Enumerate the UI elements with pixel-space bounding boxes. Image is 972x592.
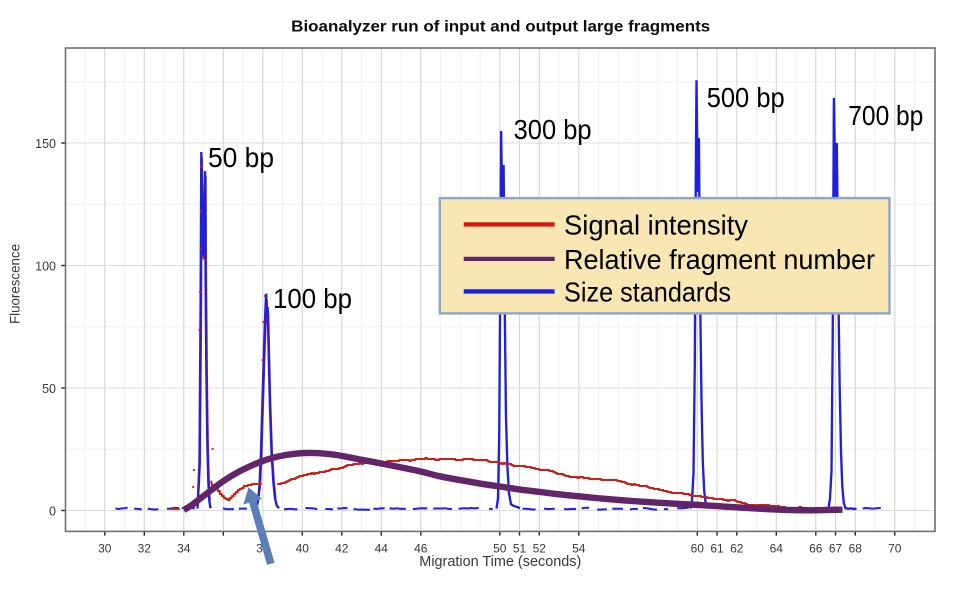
svg-text:Fluorescence: Fluorescence [7, 244, 23, 324]
svg-text:61: 61 [710, 541, 724, 555]
svg-text:67: 67 [829, 541, 843, 555]
svg-text:32: 32 [138, 541, 152, 555]
svg-text:52: 52 [533, 541, 547, 555]
svg-text:0: 0 [49, 505, 56, 519]
svg-text:51: 51 [513, 541, 527, 555]
svg-text:42: 42 [335, 541, 349, 555]
svg-text:62: 62 [730, 541, 744, 555]
svg-text:50: 50 [493, 541, 507, 555]
svg-text:54: 54 [572, 541, 586, 555]
svg-text:Bioanalyzer run of input and o: Bioanalyzer run of input and output larg… [291, 19, 710, 36]
svg-text:50 bp: 50 bp [208, 142, 274, 173]
svg-text:44: 44 [375, 541, 389, 555]
svg-text:100 bp: 100 bp [273, 283, 352, 314]
svg-text:150: 150 [35, 137, 56, 151]
svg-text:Size standards: Size standards [564, 276, 731, 307]
svg-text:500 bp: 500 bp [707, 82, 785, 113]
svg-text:34: 34 [177, 541, 191, 555]
svg-text:68: 68 [849, 541, 863, 555]
svg-text:40: 40 [296, 541, 310, 555]
svg-text:700 bp: 700 bp [848, 100, 923, 131]
svg-text:30: 30 [98, 541, 112, 555]
svg-text:46: 46 [414, 541, 428, 555]
svg-text:60: 60 [691, 541, 705, 555]
svg-text:Relative fragment number: Relative fragment number [564, 244, 875, 275]
svg-text:70: 70 [888, 541, 902, 555]
svg-text:100: 100 [35, 260, 56, 274]
svg-text:50: 50 [42, 382, 56, 396]
svg-text:Migration Time (seconds): Migration Time (seconds) [419, 553, 581, 570]
svg-text:Signal intensity: Signal intensity [564, 209, 748, 240]
svg-text:66: 66 [809, 541, 823, 555]
svg-text:300 bp: 300 bp [514, 114, 592, 145]
svg-text:64: 64 [770, 541, 784, 555]
